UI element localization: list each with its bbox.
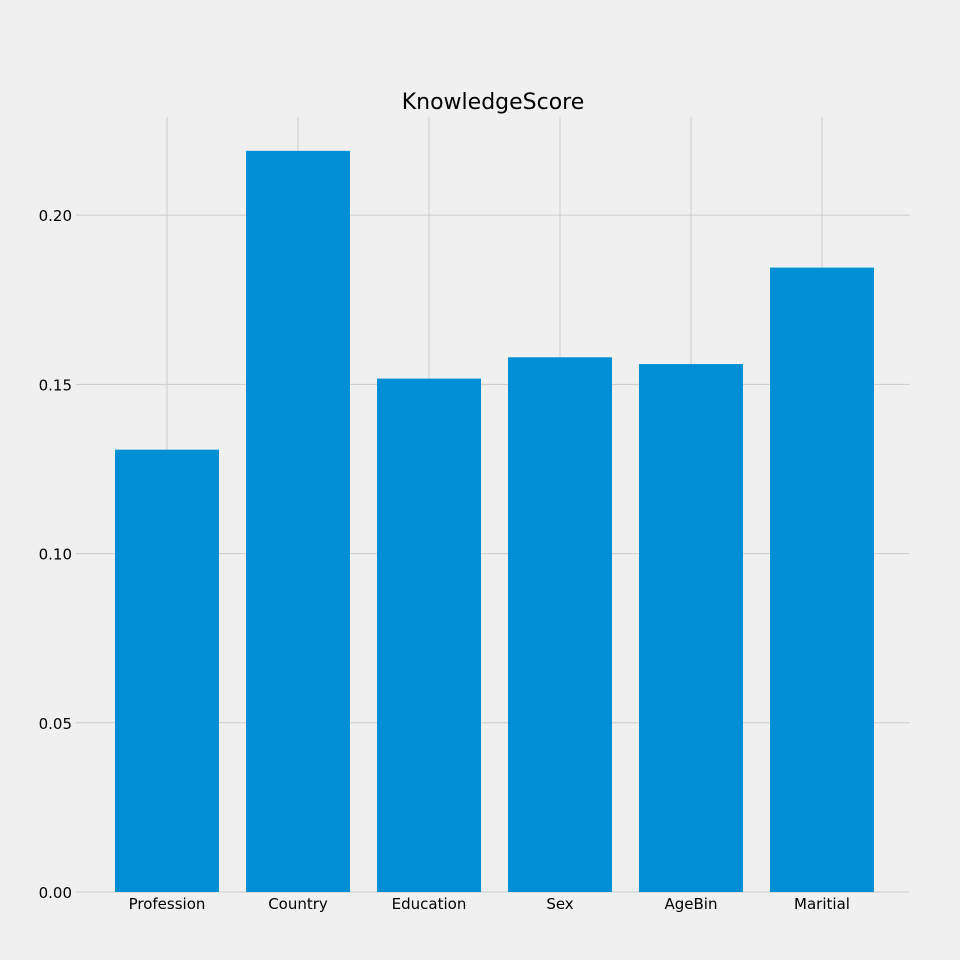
x-tick-label: Sex [546,895,573,913]
y-tick-label: 0.05 [39,715,72,733]
y-tick-labels: 0.00 0.05 0.10 0.15 0.20 [39,207,72,902]
bar-profession [115,449,219,892]
y-tick-label: 0.00 [39,884,72,902]
y-tick-label: 0.20 [39,207,72,225]
x-tick-label: Education [392,895,467,913]
bar-sex [508,357,612,893]
x-tick-labels: Profession Country Education Sex AgeBin Marit… [129,895,850,913]
bar-agebin [639,364,743,893]
x-tick-label: AgeBin [665,895,718,913]
chart-title: KnowledgeScore [402,90,585,115]
bar-education [377,378,481,892]
bar-maritial [770,267,874,892]
bars [115,150,874,893]
x-tick-label: Maritial [794,895,850,913]
x-tick-label: Profession [129,895,206,913]
y-tick-label: 0.10 [39,546,72,564]
y-tick-label: 0.15 [39,376,72,394]
x-tick-label: Country [268,895,328,913]
bar-country [246,150,350,893]
